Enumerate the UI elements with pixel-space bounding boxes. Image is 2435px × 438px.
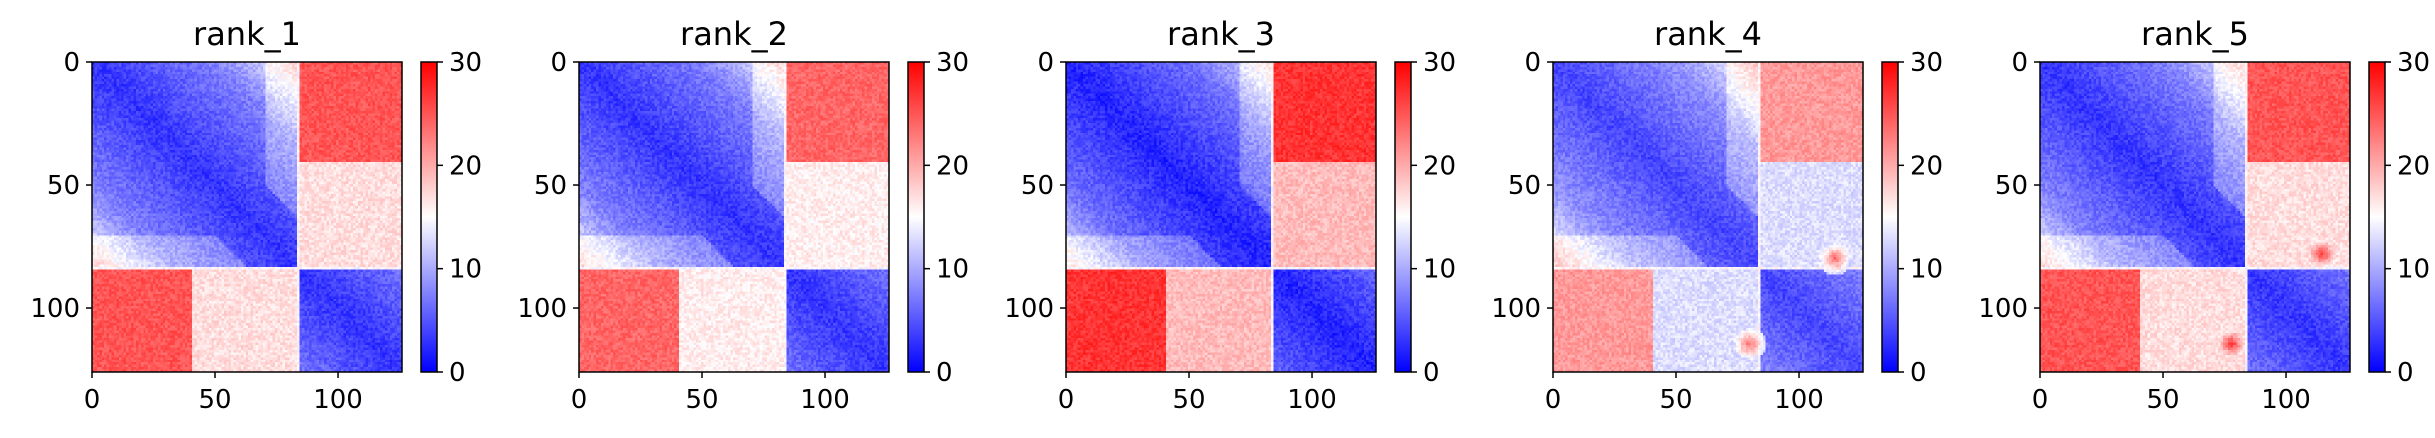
chart-title: rank_5 <box>2141 15 2249 53</box>
axes-frame <box>1552 61 1864 373</box>
heatmap-svg: rank_2 0 50 100 0 50 100 0 10 20 30 <box>517 15 969 415</box>
colorbar-tick-label: 10 <box>1910 255 1943 285</box>
y-tick-label: 0 <box>1524 48 1541 78</box>
colorbar-tick-label: 0 <box>2397 358 2414 388</box>
colorbar <box>907 61 925 373</box>
x-tick-label: 50 <box>198 385 231 415</box>
x-tick-label: 100 <box>313 385 363 415</box>
heatmap-svg: rank_5 0 50 100 0 50 100 0 10 20 30 <box>1978 15 2430 415</box>
x-tick-label: 50 <box>2146 385 2179 415</box>
x-tick-label: 100 <box>1774 385 1824 415</box>
colorbar <box>1881 61 1899 373</box>
colorbar-tick-label: 20 <box>2397 151 2430 181</box>
heatmap-image <box>92 62 402 372</box>
y-tick-label: 0 <box>550 48 567 78</box>
heatmap-image <box>1553 62 1863 372</box>
heatmap-svg: rank_3 0 50 100 0 50 100 0 10 20 30 <box>1004 15 1456 415</box>
colorbar-tick-label: 10 <box>449 255 482 285</box>
colorbar-tick-label: 30 <box>1910 48 1943 78</box>
y-tick-label: 100 <box>1491 294 1541 324</box>
x-tick-label: 50 <box>1172 385 1205 415</box>
colorbar-tick-label: 20 <box>449 151 482 181</box>
axes-frame <box>578 61 890 373</box>
colorbar-tick-label: 30 <box>1423 48 1456 78</box>
colorbar-tick-label: 20 <box>1910 151 1943 181</box>
chart-title: rank_2 <box>680 15 788 53</box>
chart-title: rank_4 <box>1654 15 1762 53</box>
y-tick-label: 100 <box>30 294 80 324</box>
y-tick-label: 100 <box>517 294 567 324</box>
y-tick-label: 50 <box>47 171 80 201</box>
axes-frame <box>91 61 403 373</box>
colorbar-tick-label: 30 <box>936 48 969 78</box>
y-tick-label: 0 <box>2011 48 2028 78</box>
colorbar-tick-label: 20 <box>936 151 969 181</box>
colorbar-tick-label: 0 <box>936 358 953 388</box>
chart-title: rank_1 <box>193 15 301 53</box>
colorbar-tick-label: 30 <box>2397 48 2430 78</box>
y-tick-label: 0 <box>1037 48 1054 78</box>
x-tick-label: 0 <box>571 385 588 415</box>
heatmap-image <box>2040 62 2350 372</box>
colorbar <box>2368 61 2386 373</box>
x-tick-label: 0 <box>2032 385 2049 415</box>
colorbar-tick-label: 10 <box>2397 255 2430 285</box>
x-tick-label: 0 <box>1545 385 1562 415</box>
colorbar-tick-label: 0 <box>449 358 466 388</box>
colorbar <box>420 61 438 373</box>
colorbar-tick-label: 30 <box>449 48 482 78</box>
axes-frame <box>1065 61 1377 373</box>
panel-rank-3: rank_3 0 50 100 0 50 100 0 10 20 30 <box>974 0 1461 438</box>
y-tick-label: 0 <box>63 48 80 78</box>
y-tick-label: 50 <box>1995 171 2028 201</box>
x-tick-label: 100 <box>1287 385 1337 415</box>
colorbar-tick-label: 0 <box>1423 358 1440 388</box>
x-tick-label: 100 <box>2261 385 2311 415</box>
colorbar-tick-label: 0 <box>1910 358 1927 388</box>
heatmap-svg: rank_4 0 50 100 0 50 100 0 10 20 30 <box>1491 15 1943 415</box>
heatmap-image <box>579 62 889 372</box>
panel-rank-4: rank_4 0 50 100 0 50 100 0 10 20 30 <box>1461 0 1948 438</box>
axes-frame <box>2039 61 2351 373</box>
x-tick-label: 0 <box>1058 385 1075 415</box>
colorbar-tick-label: 20 <box>1423 151 1456 181</box>
x-tick-label: 50 <box>1659 385 1692 415</box>
x-tick-label: 50 <box>685 385 718 415</box>
colorbar-tick-label: 10 <box>1423 255 1456 285</box>
heatmap-image <box>1066 62 1376 372</box>
colorbar-tick-label: 10 <box>936 255 969 285</box>
panel-rank-5: rank_5 0 50 100 0 50 100 0 10 20 30 <box>1948 0 2435 438</box>
heatmap-svg: rank_1 0 50 100 0 50 100 0 10 20 30 <box>30 15 482 415</box>
y-tick-label: 100 <box>1978 294 2028 324</box>
y-tick-label: 50 <box>1021 171 1054 201</box>
panel-rank-2: rank_2 0 50 100 0 50 100 0 10 20 30 <box>487 0 974 438</box>
y-tick-label: 50 <box>1508 171 1541 201</box>
panel-rank-1: rank_1 0 50 100 0 50 100 0 10 20 30 <box>0 0 487 438</box>
x-tick-label: 0 <box>84 385 101 415</box>
colorbar <box>1394 61 1412 373</box>
chart-title: rank_3 <box>1167 15 1275 53</box>
y-tick-label: 50 <box>534 171 567 201</box>
x-tick-label: 100 <box>800 385 850 415</box>
y-tick-label: 100 <box>1004 294 1054 324</box>
